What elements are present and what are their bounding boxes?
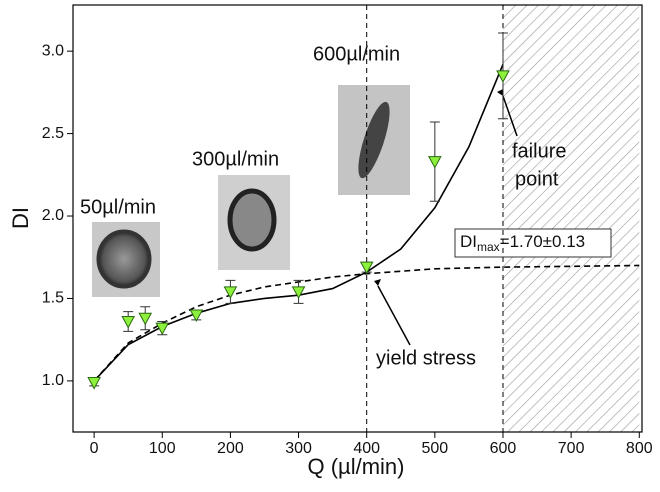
y-tick-label: 1.5	[42, 290, 64, 307]
cell-image-50	[92, 222, 160, 297]
annotation-part: =1.70±0.13	[500, 232, 585, 251]
x-tick-label: 0	[90, 440, 99, 457]
plot-frame	[72, 4, 643, 433]
failure-region	[502, 5, 640, 432]
x-tick-label: 300	[285, 440, 312, 457]
annotation-part: max	[477, 240, 500, 254]
annotation: 600µl/min	[313, 43, 400, 65]
y-tick-label: 1.0	[42, 372, 64, 389]
cell-image-300	[218, 175, 290, 270]
data-point	[189, 309, 204, 322]
data-point	[121, 316, 136, 329]
x-tick-label: 400	[353, 440, 380, 457]
annotation-part: DI	[460, 232, 477, 251]
x-tick-label: 500	[421, 440, 448, 457]
y-tick-label: 3.0	[42, 42, 64, 59]
data-point	[359, 261, 374, 275]
data-point	[155, 322, 170, 336]
cell-image-600	[338, 85, 410, 195]
x-tick-label: 200	[217, 440, 244, 457]
x-tick-label: 700	[558, 440, 585, 457]
arrow	[502, 95, 518, 137]
annotation: failure	[512, 140, 566, 162]
arrow-head	[497, 89, 503, 96]
data-point	[138, 312, 153, 326]
annotation: yield stress	[376, 347, 476, 369]
arrow-head	[374, 279, 381, 286]
data-point	[496, 70, 510, 83]
data-point	[223, 286, 238, 299]
annotation: 50µl/min	[80, 196, 156, 218]
y-tick-label: 2.0	[42, 207, 64, 224]
data-point	[428, 156, 442, 169]
annotation-box	[454, 228, 612, 258]
annotation: DImax=1.70±0.13	[460, 232, 585, 254]
x-axis-label: Q (µl/min)	[307, 454, 404, 479]
data-point	[87, 377, 101, 390]
annotation: 300µl/min	[192, 148, 279, 170]
y-axis-label: DI	[8, 207, 33, 229]
x-tick-label: 800	[626, 440, 653, 457]
data-point	[291, 286, 306, 299]
arrow	[377, 285, 411, 346]
annotation: point	[515, 168, 559, 190]
x-tick-label: 600	[490, 440, 517, 457]
x-tick-label: 100	[149, 440, 176, 457]
y-tick-label: 2.5	[42, 125, 64, 142]
